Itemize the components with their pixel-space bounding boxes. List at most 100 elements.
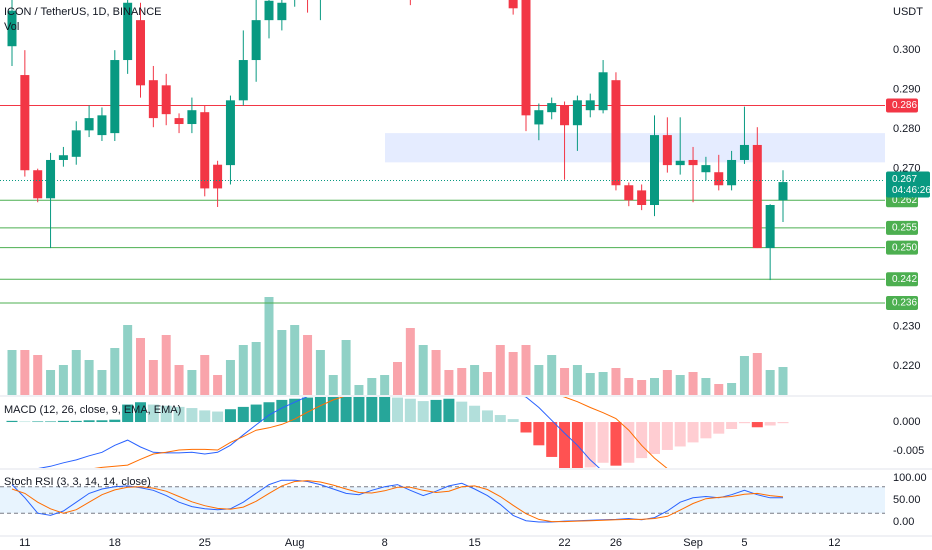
level-label-box — [886, 220, 918, 235]
candle-body — [33, 170, 43, 199]
candle-body — [688, 159, 698, 166]
candle-body — [251, 20, 261, 61]
volume-bar — [637, 380, 647, 395]
volume-bar — [521, 345, 531, 395]
volume-bar — [71, 350, 81, 395]
histogram-bar — [83, 420, 95, 423]
axis-unit: USDT — [893, 6, 923, 18]
candle-body — [213, 164, 223, 189]
candle-body — [611, 80, 621, 186]
volume-bar — [418, 345, 428, 395]
volume-bar — [560, 368, 570, 395]
volume-bar — [354, 385, 364, 395]
histogram-bar — [392, 397, 403, 423]
volume-bar — [238, 345, 248, 395]
volume-bar — [611, 368, 621, 395]
volume-bar — [405, 328, 415, 395]
volume-bar — [431, 350, 441, 395]
candle-body — [778, 182, 788, 201]
y-tick-label: 0.290 — [893, 84, 921, 96]
histogram-bar — [6, 420, 18, 423]
histogram-bar — [661, 422, 673, 450]
histogram-bar — [546, 422, 558, 457]
candle-body — [84, 118, 94, 131]
volume-bar — [187, 370, 197, 395]
volume-bar — [547, 355, 557, 395]
candle-body — [136, 20, 145, 86]
candle-body — [46, 159, 56, 199]
histogram-bar — [122, 404, 134, 423]
indicator-line — [38, 397, 600, 468]
candle-body — [7, 10, 17, 47]
level-label: 0.250 — [892, 242, 917, 253]
histogram-bar — [353, 397, 365, 423]
volume-bar — [315, 350, 325, 395]
candle-body — [58, 155, 68, 160]
panes — [0, 0, 885, 523]
level-label-box — [886, 295, 918, 310]
x-tick-label: Sep — [683, 537, 703, 549]
volume-bar — [264, 297, 274, 395]
histogram-bar — [212, 411, 224, 423]
histogram-bar — [738, 422, 750, 424]
candle-body — [277, 2, 287, 21]
histogram-bar — [559, 422, 571, 468]
level-label-box — [886, 240, 918, 255]
histogram-bar — [404, 398, 416, 423]
candle-body — [650, 135, 659, 206]
candle-body — [238, 60, 248, 101]
histogram-bar — [636, 422, 648, 459]
histogram-bar — [713, 422, 725, 434]
candle-body — [765, 205, 775, 249]
histogram-bar — [417, 401, 429, 423]
volume-bar — [662, 370, 672, 395]
band — [0, 486, 885, 514]
volume-bar — [765, 370, 775, 395]
histogram-bar — [379, 397, 391, 423]
y-tick-label: 50.00 — [893, 494, 921, 506]
candle-body — [110, 60, 120, 134]
pane — [0, 0, 885, 395]
candle-body — [225, 100, 235, 166]
histogram-bar — [199, 410, 211, 423]
histogram-bar — [19, 421, 31, 423]
axes: 0.3000.2900.2800.2700.2300.2200.2860.262… — [19, 44, 931, 549]
level-label: 0.242 — [892, 274, 917, 285]
candle-body — [662, 135, 672, 166]
histogram-bar — [674, 422, 686, 447]
candle-body — [20, 75, 30, 171]
candle-body — [572, 100, 582, 126]
candle-body — [547, 103, 557, 113]
histogram-bar — [443, 398, 455, 423]
candle-body — [174, 118, 184, 125]
volume-bar — [701, 378, 711, 395]
candle-body — [161, 85, 171, 115]
histogram-bar — [494, 415, 506, 423]
candle-body — [598, 72, 608, 111]
volume-bar — [20, 350, 30, 395]
volume-bar — [303, 335, 313, 395]
candle-body — [71, 130, 81, 157]
y-tick-label: 0.230 — [893, 321, 921, 333]
candle-body — [560, 105, 570, 126]
volume-bar — [482, 372, 492, 395]
volume-bar — [97, 370, 107, 395]
volume-bar — [752, 353, 762, 395]
histogram-bar — [135, 402, 146, 423]
volume-bar — [161, 335, 171, 395]
candle-body — [739, 144, 749, 160]
candle-body — [148, 80, 158, 119]
histogram-bar — [289, 398, 301, 423]
volume-bar — [290, 325, 300, 395]
level-label: 0.236 — [892, 298, 917, 309]
candle-body — [675, 160, 685, 166]
volume-bar — [778, 367, 788, 395]
candle-body — [624, 185, 634, 201]
volume-bar — [225, 360, 235, 395]
candle-body — [752, 144, 762, 249]
histogram-bar — [777, 422, 789, 424]
y-tick-label: 0.280 — [893, 123, 921, 135]
histogram-bar — [302, 397, 314, 423]
level-label: 0.262 — [892, 195, 917, 206]
y-tick-label: -0.005 — [893, 445, 924, 457]
